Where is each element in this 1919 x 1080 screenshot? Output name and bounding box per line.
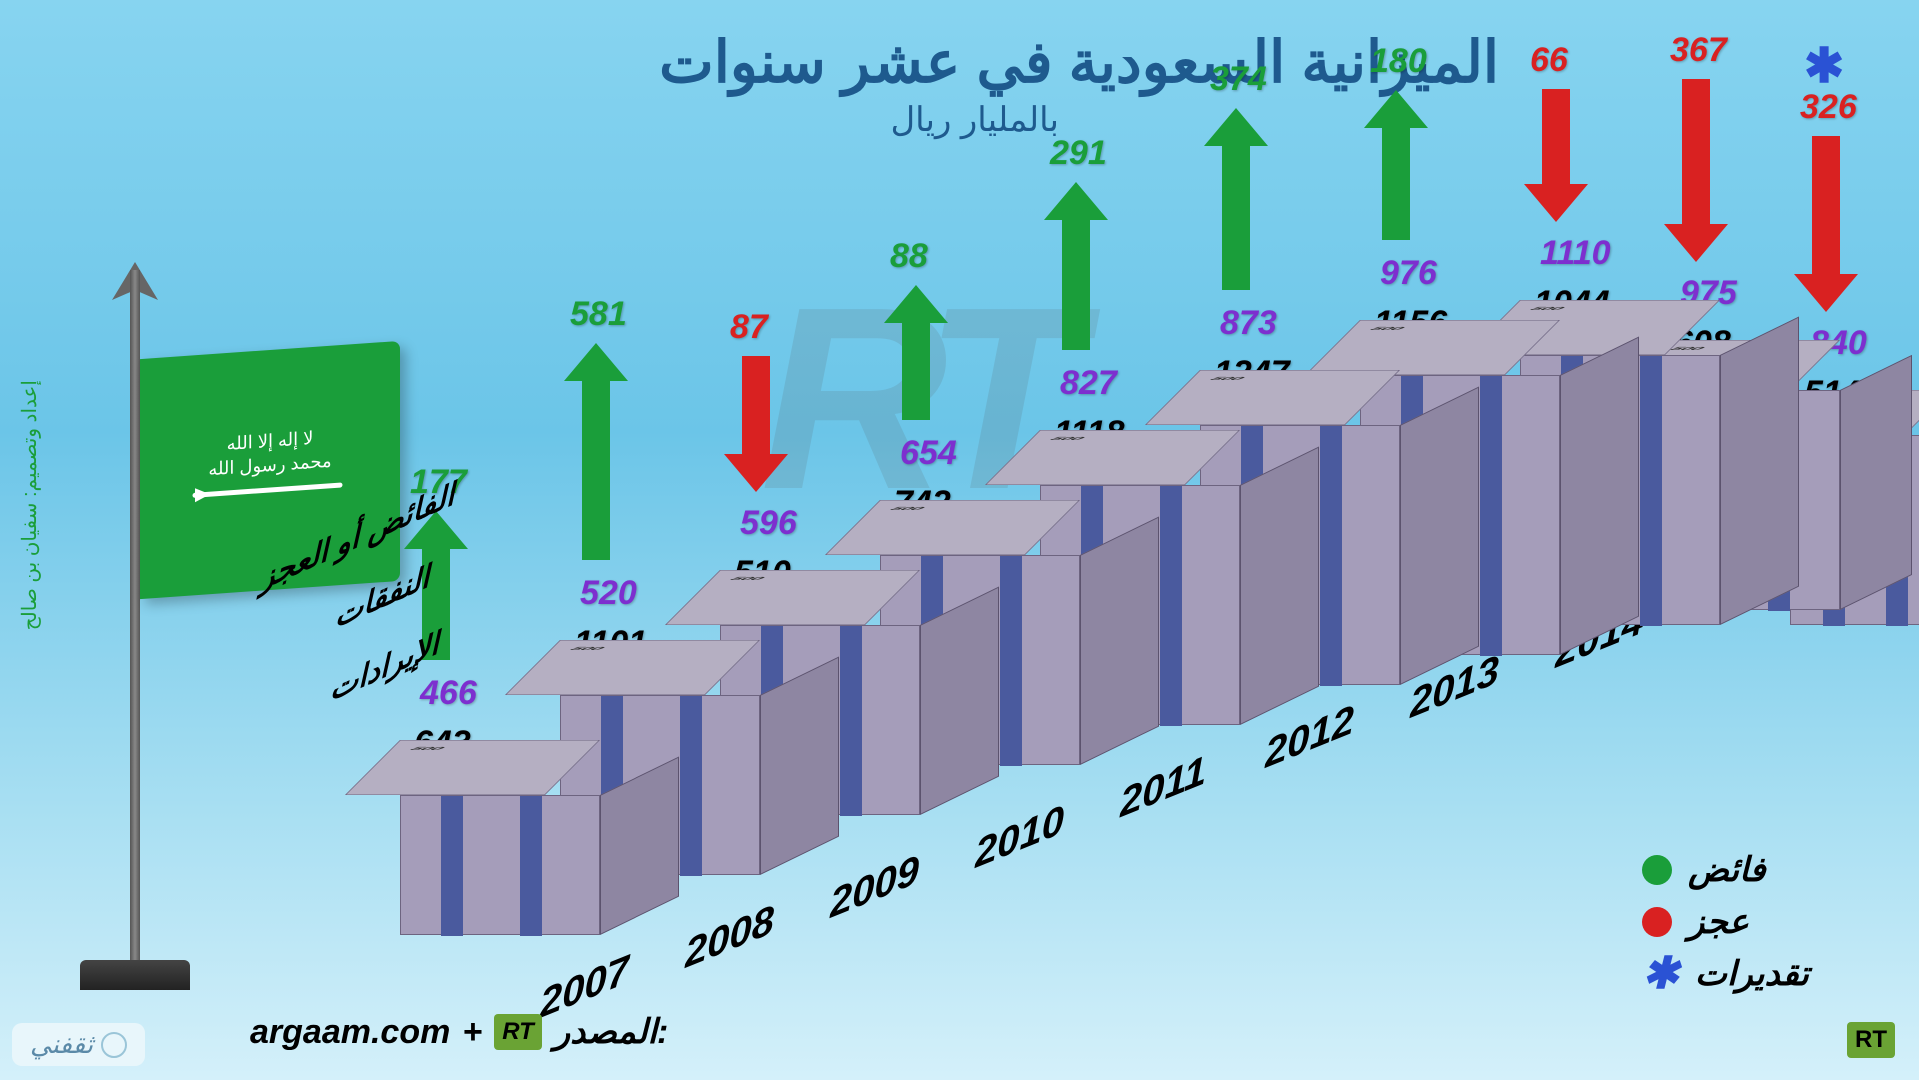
balance-value: 180 xyxy=(1370,42,1427,81)
source-credit: argaam.com + RT المصدر: xyxy=(250,1012,668,1052)
legend: فائض عجز تقديرات ✱ xyxy=(1642,844,1809,1000)
expense-value: 1110 xyxy=(1540,234,1611,273)
year-label: 2011 xyxy=(1120,748,1206,828)
balance-value: 88 xyxy=(890,237,928,276)
year-label: 2012 xyxy=(1265,697,1354,778)
balance-value: 87 xyxy=(730,308,768,347)
subtitle: بالمليار ريال xyxy=(890,100,1059,140)
balance-value: 291 xyxy=(1050,134,1107,173)
expense-value: 827 xyxy=(1060,364,1117,403)
balance-value: 66 xyxy=(1530,41,1568,80)
source-plus: + xyxy=(462,1013,482,1052)
year-label: 2008 xyxy=(685,897,774,978)
expense-value: 596 xyxy=(740,504,797,543)
legend-surplus-dot xyxy=(1642,855,1672,885)
source-label: المصدر: xyxy=(554,1012,669,1052)
balance-value: 581 xyxy=(570,295,627,334)
year-label: 2009 xyxy=(830,847,919,928)
year-label: 2010 xyxy=(975,797,1064,878)
expense-value: 976 xyxy=(1380,254,1437,293)
balance-value: 367 xyxy=(1670,31,1727,70)
expense-value: 654 xyxy=(900,434,957,473)
balance-value: 374 xyxy=(1210,60,1267,99)
rt-corner-icon: RT xyxy=(1847,1022,1895,1058)
saudi-flag: لا إله إلا اللهمحمد رسول الله xyxy=(50,270,430,990)
rt-logo-icon: RT xyxy=(494,1014,542,1050)
legend-surplus-label: فائض xyxy=(1688,850,1766,890)
source-site: argaam.com xyxy=(250,1013,450,1052)
estimate-marker-icon: ✱ xyxy=(1804,38,1844,94)
expense-value: 873 xyxy=(1220,304,1277,343)
legend-deficit-dot xyxy=(1642,907,1672,937)
legend-estimate-icon: ✱ xyxy=(1642,959,1679,989)
legend-estimate-label: تقديرات xyxy=(1695,954,1809,994)
thaqafni-badge: ثقفني xyxy=(12,1023,145,1066)
legend-deficit-label: عجز xyxy=(1688,902,1749,942)
expense-value: 520 xyxy=(580,574,637,613)
designer-credit: إعداد وتصميم: سفيان بن صالح xyxy=(18,380,42,630)
expense-value: 466 xyxy=(420,674,477,713)
bulb-icon xyxy=(101,1032,127,1058)
